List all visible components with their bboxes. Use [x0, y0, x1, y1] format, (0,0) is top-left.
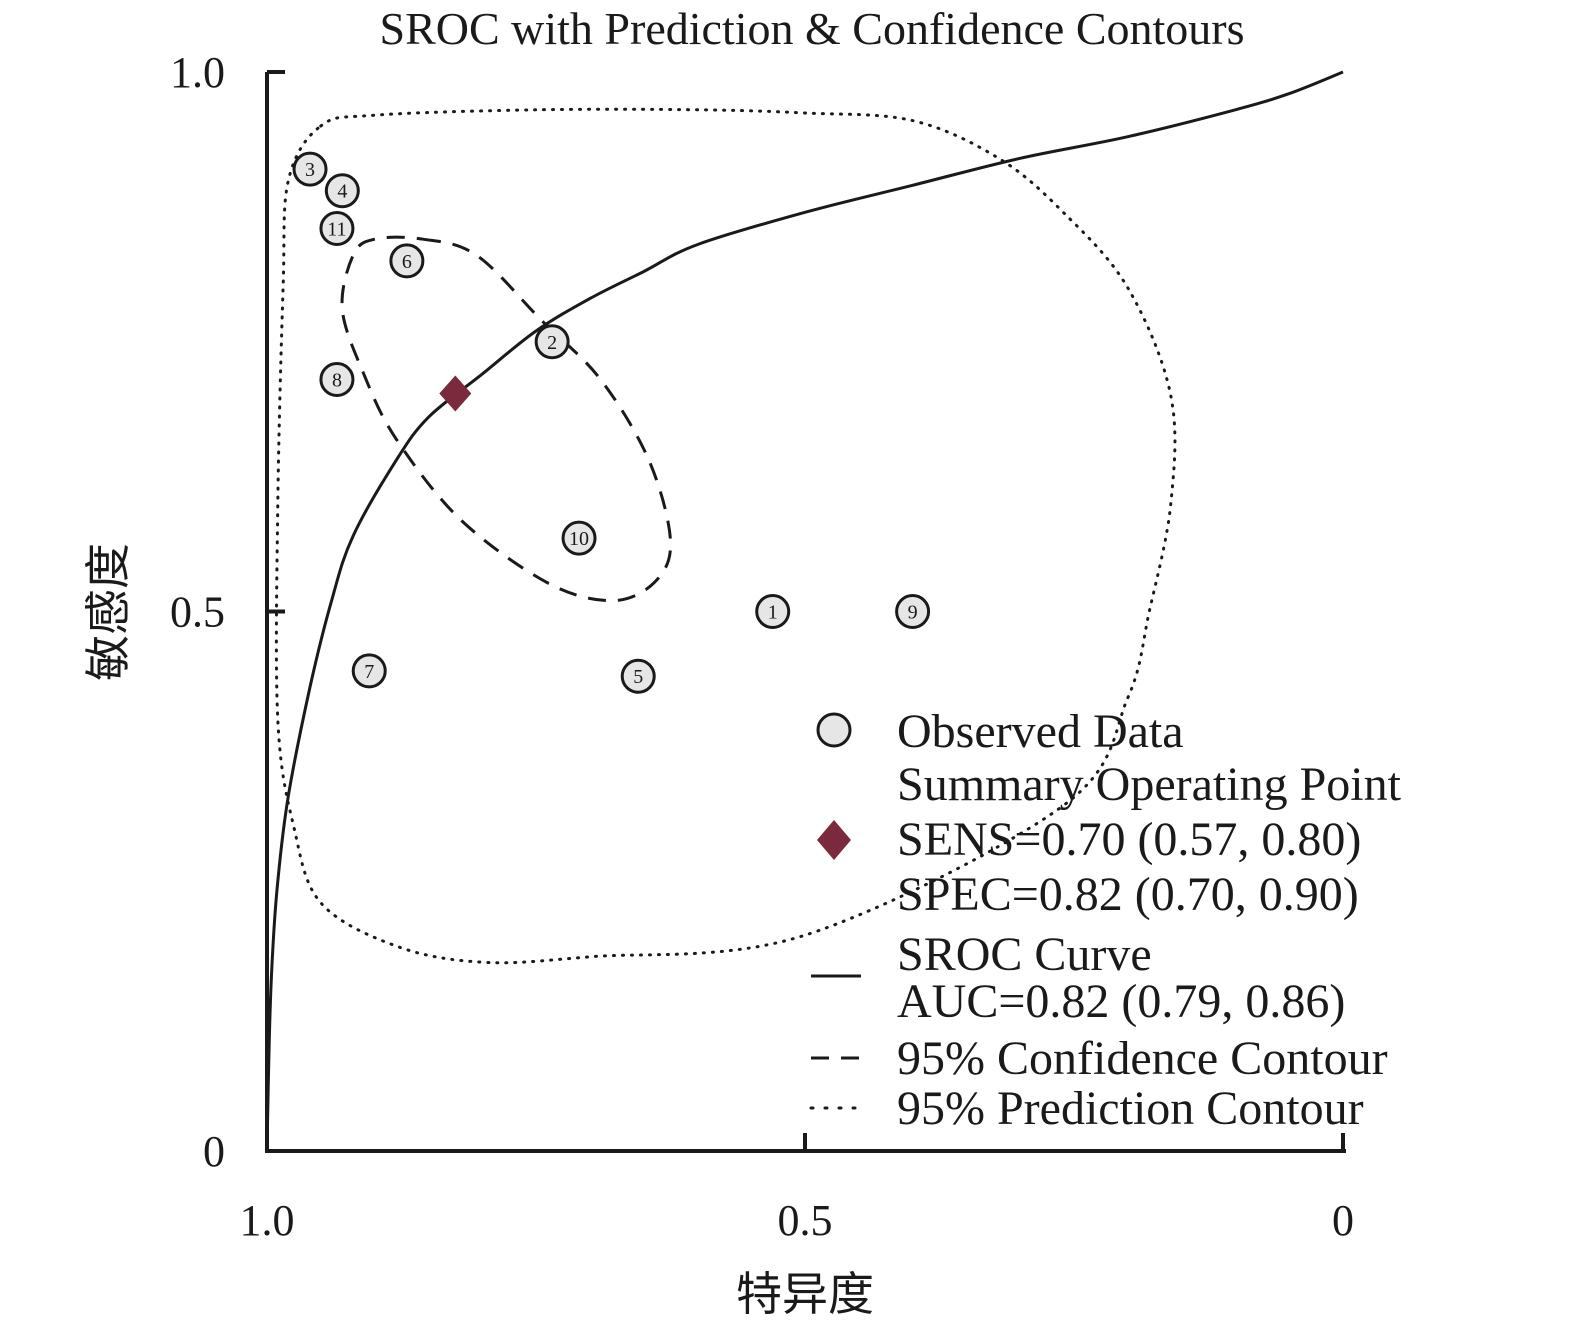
observed-point-9: 9: [895, 594, 931, 629]
prediction-contour-layer: [274, 107, 1177, 965]
legend-summary-title: Summary Operating Point: [897, 758, 1402, 811]
observed-point-label: 3: [305, 159, 315, 181]
summary-point-layer: [439, 375, 472, 412]
legend-summary-marker: [817, 820, 851, 860]
observed-point-label: 6: [402, 251, 412, 273]
x-tick-label: 0.5: [778, 1196, 833, 1245]
plot-area: 1 2 34 5 6 7 8 9 10 11: [265, 70, 1344, 1152]
legend-sroc-auc: AUC=0.82 (0.79, 0.86): [897, 975, 1345, 1028]
observed-points-layer: 1 2 34 5 6 7 8 9 10 11: [292, 151, 931, 694]
axes: 1.0 0.5 0 1.0 0.5 0: [170, 48, 1354, 1245]
y-ticks: 1.0 0.5 0: [170, 48, 285, 1176]
observed-point-marker: [389, 243, 425, 279]
observed-point-10: 10: [561, 520, 597, 556]
observed-point-1: 1: [755, 594, 791, 629]
observed-point-label: 2: [547, 332, 557, 354]
observed-point-8: 8: [319, 362, 355, 398]
observed-point-marker: [292, 151, 328, 187]
x-ticks: 1.0 0.5 0: [240, 1133, 1354, 1245]
observed-point-label: 1: [768, 602, 778, 624]
chart-title: SROC with Prediction & Confidence Contou…: [379, 3, 1244, 54]
observed-point-label: 4: [337, 181, 347, 203]
observed-point-marker: [755, 594, 791, 629]
observed-point-marker: [319, 210, 355, 246]
sroc-curve-layer: [265, 70, 1344, 1152]
legend-summary-sens: SENS=0.70 (0.57, 0.80): [897, 813, 1361, 866]
y-tick-label: 0: [203, 1127, 225, 1176]
observed-point-label: 8: [332, 370, 342, 392]
sroc-curve: [265, 70, 1344, 1152]
observed-point-7: 7: [351, 653, 387, 689]
observed-point-label: 5: [633, 666, 643, 688]
observed-point-marker: [324, 173, 360, 209]
y-tick-label: 0.5: [170, 588, 225, 637]
observed-point-4: 4: [324, 173, 360, 209]
observed-point-marker: [351, 653, 387, 689]
y-axis-label: 敏感度: [81, 543, 135, 681]
observed-point-label: 7: [364, 661, 374, 683]
legend-observed-label: Observed Data: [897, 705, 1184, 758]
x-axis-label: 特异度: [736, 1267, 874, 1321]
observed-point-marker: [319, 362, 355, 398]
observed-point-2: 2: [534, 324, 570, 360]
observed-point-marker: [534, 324, 570, 360]
legend-confidence-label: 95% Confidence Contour: [897, 1032, 1388, 1085]
observed-point-3: 3: [292, 151, 328, 187]
y-tick-label: 1.0: [170, 48, 225, 97]
legend-sroc-title: SROC Curve: [897, 928, 1152, 981]
x-tick-label: 0: [1332, 1196, 1354, 1245]
observed-point-label: 11: [327, 218, 346, 240]
observed-point-5: 5: [620, 658, 656, 694]
observed-point-marker: [620, 658, 656, 694]
observed-point-6: 6: [389, 243, 425, 279]
summary-operating-point: [439, 375, 472, 412]
legend: Observed Data Summary Operating Point SE…: [809, 705, 1402, 1135]
observed-point-marker: [895, 594, 931, 629]
observed-point-label: 10: [569, 528, 589, 550]
confidence-contour-layer: [340, 235, 673, 603]
observed-point-marker: [561, 520, 597, 556]
x-tick-label: 1.0: [240, 1196, 295, 1245]
legend-prediction-label: 95% Prediction Contour: [897, 1082, 1364, 1135]
observed-point-label: 9: [908, 602, 918, 624]
legend-summary-spec: SPEC=0.82 (0.70, 0.90): [897, 868, 1359, 921]
legend-observed-marker: [816, 712, 852, 748]
confidence-contour: [340, 235, 673, 603]
prediction-contour: [274, 107, 1177, 965]
observed-point-11: 11: [319, 210, 355, 246]
